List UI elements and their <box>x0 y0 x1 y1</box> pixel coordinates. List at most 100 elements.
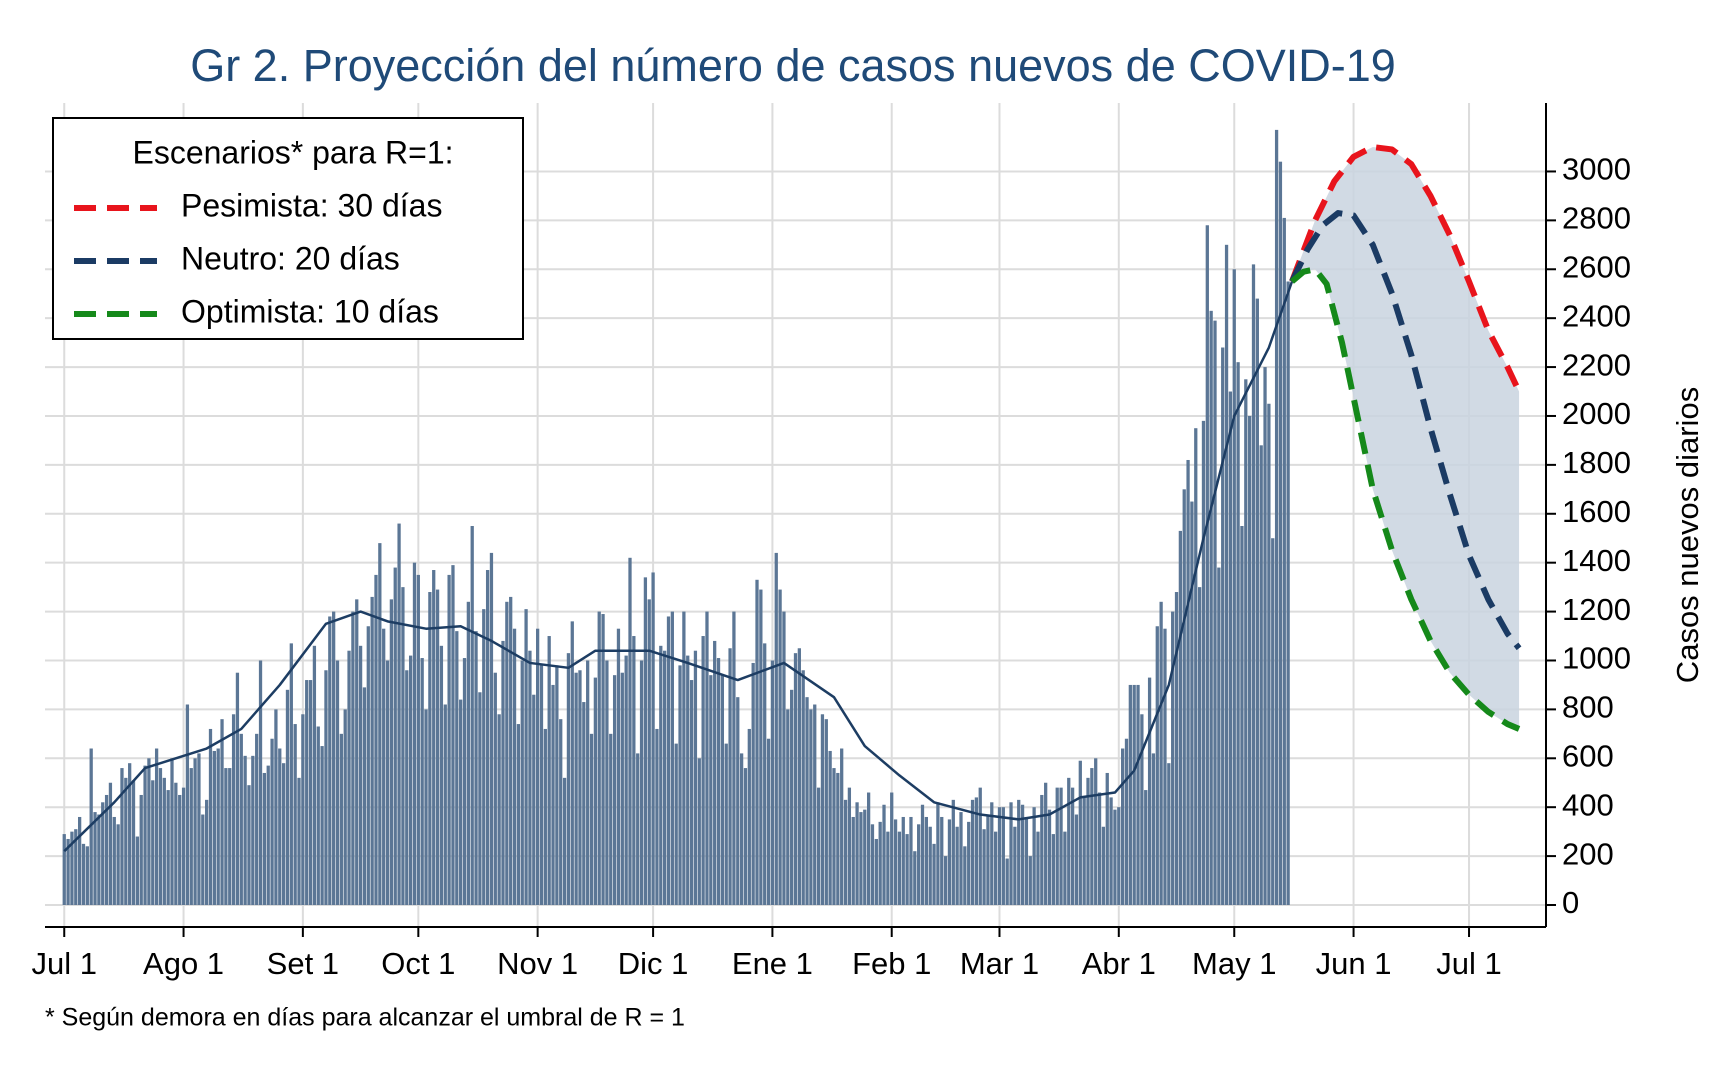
bar <box>1263 367 1267 905</box>
bar <box>628 557 632 905</box>
bar <box>478 692 482 905</box>
legend-box <box>52 117 524 340</box>
bar <box>243 755 247 905</box>
bar <box>851 816 855 905</box>
bar <box>455 631 459 905</box>
bar <box>963 846 967 905</box>
bar <box>293 724 297 905</box>
bar <box>612 675 617 905</box>
bar <box>759 589 763 905</box>
bar <box>1190 501 1194 905</box>
bar <box>447 574 451 905</box>
bar <box>189 768 193 905</box>
bar <box>940 816 944 905</box>
bar <box>1001 807 1005 905</box>
bar <box>185 704 190 905</box>
bar <box>393 567 397 905</box>
bar <box>439 645 444 905</box>
bar <box>305 680 309 905</box>
bar <box>666 616 671 905</box>
bar <box>266 765 270 905</box>
bar <box>555 665 559 905</box>
bar <box>270 738 274 905</box>
bar <box>539 665 544 905</box>
bar <box>1255 298 1259 905</box>
bar <box>897 831 902 905</box>
bar <box>828 750 832 905</box>
bar <box>520 660 524 905</box>
bar <box>774 552 778 905</box>
bar <box>339 733 343 905</box>
bar <box>93 812 97 905</box>
bar <box>489 552 494 905</box>
bar <box>78 816 82 905</box>
bar <box>216 748 220 905</box>
bar <box>562 777 567 905</box>
bar <box>66 838 70 905</box>
bar <box>193 758 197 905</box>
bar <box>228 768 232 905</box>
bar <box>1020 804 1025 905</box>
bar <box>212 750 216 905</box>
legend-label: Optimista: 10 días <box>181 293 439 329</box>
bar <box>616 628 621 905</box>
bar <box>809 709 813 905</box>
bar <box>258 660 263 905</box>
bar <box>693 650 698 905</box>
bar <box>870 824 875 905</box>
bar <box>674 743 678 905</box>
bar <box>639 660 644 905</box>
bar <box>586 660 590 905</box>
bar <box>643 577 648 905</box>
bar <box>947 819 952 905</box>
bar <box>840 748 844 905</box>
bar <box>647 599 651 905</box>
bar <box>197 753 201 905</box>
legend-title: Escenarios* para R=1: <box>132 134 453 170</box>
bar <box>943 856 948 905</box>
bar <box>990 802 994 905</box>
bar <box>524 609 528 905</box>
bar <box>1070 787 1075 905</box>
bar <box>959 812 963 905</box>
bar <box>435 589 440 905</box>
bar <box>401 587 405 905</box>
bar <box>570 621 574 905</box>
bar <box>651 572 655 905</box>
bar <box>1055 787 1059 905</box>
bar <box>955 826 959 905</box>
bar <box>1086 777 1090 905</box>
bar <box>1178 530 1183 905</box>
bar <box>863 809 867 905</box>
bar <box>1240 526 1244 905</box>
scenario-line <box>1289 144 1522 393</box>
bar <box>374 574 378 905</box>
y-tick-label: 0 <box>1562 885 1579 920</box>
bar <box>605 660 609 905</box>
bar <box>135 836 140 905</box>
bar <box>747 728 751 905</box>
bar <box>932 843 936 905</box>
bar <box>81 843 86 905</box>
bar <box>220 719 224 905</box>
bar <box>967 821 971 905</box>
bar <box>74 829 78 905</box>
bar <box>997 807 1002 905</box>
bar <box>297 777 301 905</box>
bar <box>278 748 282 905</box>
bar <box>805 697 809 905</box>
bar <box>120 768 124 905</box>
bar <box>1017 799 1021 905</box>
bar <box>509 596 513 905</box>
bar <box>532 694 536 905</box>
bar <box>482 609 486 905</box>
bar <box>347 650 351 905</box>
bar <box>763 643 767 905</box>
bar <box>428 592 432 905</box>
bar <box>705 611 709 905</box>
bar <box>874 838 878 905</box>
bar <box>824 719 828 905</box>
bar <box>670 611 674 905</box>
bar <box>766 738 771 905</box>
y-tick-label: 1200 <box>1562 592 1631 627</box>
